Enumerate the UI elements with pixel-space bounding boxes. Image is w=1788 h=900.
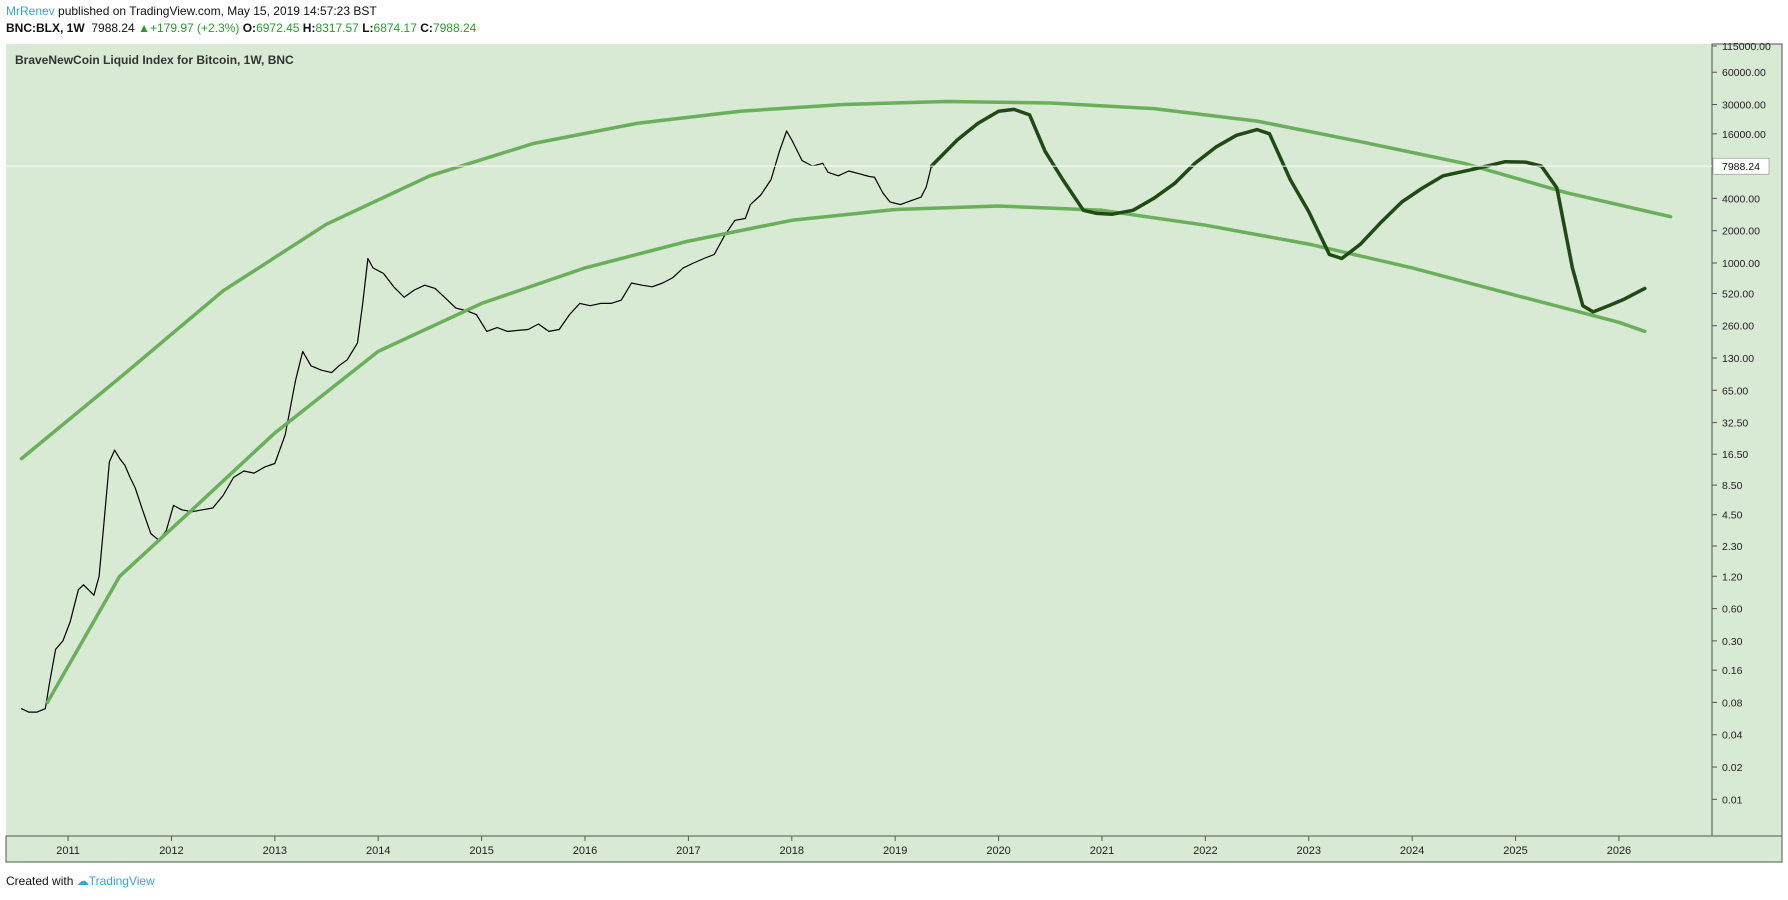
x-tick-label: 2013 <box>263 845 287 857</box>
low-label: L: <box>362 21 374 35</box>
y-tick-label: 260.00 <box>1722 321 1754 333</box>
x-tick-label: 2026 <box>1607 845 1631 857</box>
y-tick-label: 1000.00 <box>1722 258 1760 270</box>
y-tick-label: 520.00 <box>1722 288 1754 300</box>
x-tick-label: 2021 <box>1090 845 1114 857</box>
y-tick-label: 8.50 <box>1722 480 1743 492</box>
y-tick-label: 16000.00 <box>1722 129 1766 141</box>
tradingview-icon: ☁ <box>76 874 89 888</box>
tradingview-link[interactable]: TradingView <box>88 874 155 888</box>
y-tick-label: 65.00 <box>1722 385 1748 397</box>
y-tick-label: 0.16 <box>1722 665 1743 677</box>
high-label: H: <box>302 21 316 35</box>
footer: Created with ☁TradingView <box>6 874 155 888</box>
author-link[interactable]: MrRenev <box>6 4 55 18</box>
close-label: C: <box>420 21 433 35</box>
y-tick-label: 130.00 <box>1722 353 1754 365</box>
symbol-label: BNC:BLX, 1W <box>6 21 85 35</box>
y-tick-label: 1.20 <box>1722 571 1743 583</box>
x-tick-label: 2022 <box>1193 845 1217 857</box>
y-tick-label: 115000.00 <box>1722 41 1771 53</box>
x-tick-label: 2017 <box>676 845 700 857</box>
y-tick-label: 16.50 <box>1722 449 1748 461</box>
y-tick-label: 0.08 <box>1722 697 1743 709</box>
y-tick-label: 4000.00 <box>1722 193 1760 205</box>
price-axis[interactable] <box>1711 43 1783 837</box>
y-tick-label: 60000.00 <box>1722 67 1766 79</box>
ohlc-legend: BNC:BLX, 1W 7988.24 ▲+179.97 (+2.3%) O:6… <box>6 21 476 35</box>
x-tick-label: 2023 <box>1297 845 1321 857</box>
published-text: published on TradingView.com, May 15, 20… <box>58 4 377 18</box>
x-tick-label: 2016 <box>573 845 597 857</box>
x-tick-label: 2014 <box>366 845 390 857</box>
time-axis[interactable] <box>5 835 1783 863</box>
x-tick-label: 2011 <box>56 845 80 857</box>
up-arrow-icon: ▲ <box>138 21 150 35</box>
projection-line <box>929 107 1647 314</box>
x-tick-label: 2024 <box>1400 845 1424 857</box>
y-tick-label: 2000.00 <box>1722 226 1760 238</box>
y-tick-label: 32.50 <box>1722 418 1748 430</box>
x-tick-label: 2012 <box>159 845 183 857</box>
publish-info: MrRenev published on TradingView.com, Ma… <box>6 4 377 18</box>
y-tick-label: 0.30 <box>1722 636 1743 648</box>
arc-lower-line <box>45 204 1647 705</box>
x-tick-label: 2020 <box>986 845 1010 857</box>
x-tick-label: 2019 <box>883 845 907 857</box>
y-tick-label: 0.60 <box>1722 604 1743 616</box>
last-price: 7988.24 <box>91 21 135 35</box>
y-tick-label: 30000.00 <box>1722 100 1766 112</box>
y-tick-label: 0.02 <box>1722 762 1743 774</box>
plot-area[interactable] <box>6 44 1712 836</box>
created-with-text: Created with <box>6 874 74 888</box>
open-value: 6972.45 <box>256 21 300 35</box>
y-tick-label: 4.50 <box>1722 510 1743 522</box>
y-tick-label: 0.01 <box>1722 794 1743 806</box>
x-tick-label: 2025 <box>1503 845 1527 857</box>
low-value: 6874.17 <box>373 21 417 35</box>
x-tick-label: 2015 <box>469 845 493 857</box>
y-tick-label: 2.30 <box>1722 541 1743 553</box>
close-value: 7988.24 <box>432 21 477 35</box>
arc-upper-line <box>19 99 1673 461</box>
high-value: 8317.57 <box>315 21 359 35</box>
chart-title: BraveNewCoin Liquid Index for Bitcoin, 1… <box>15 53 294 67</box>
price-change: +179.97 (+2.3%) <box>149 21 240 35</box>
last-price-label: 7988.24 <box>1722 161 1760 173</box>
last-price-marker <box>1712 157 1770 175</box>
price-line <box>20 130 932 713</box>
y-tick-label: 0.04 <box>1722 730 1743 742</box>
open-label: O: <box>242 21 257 35</box>
x-tick-label: 2018 <box>780 845 804 857</box>
